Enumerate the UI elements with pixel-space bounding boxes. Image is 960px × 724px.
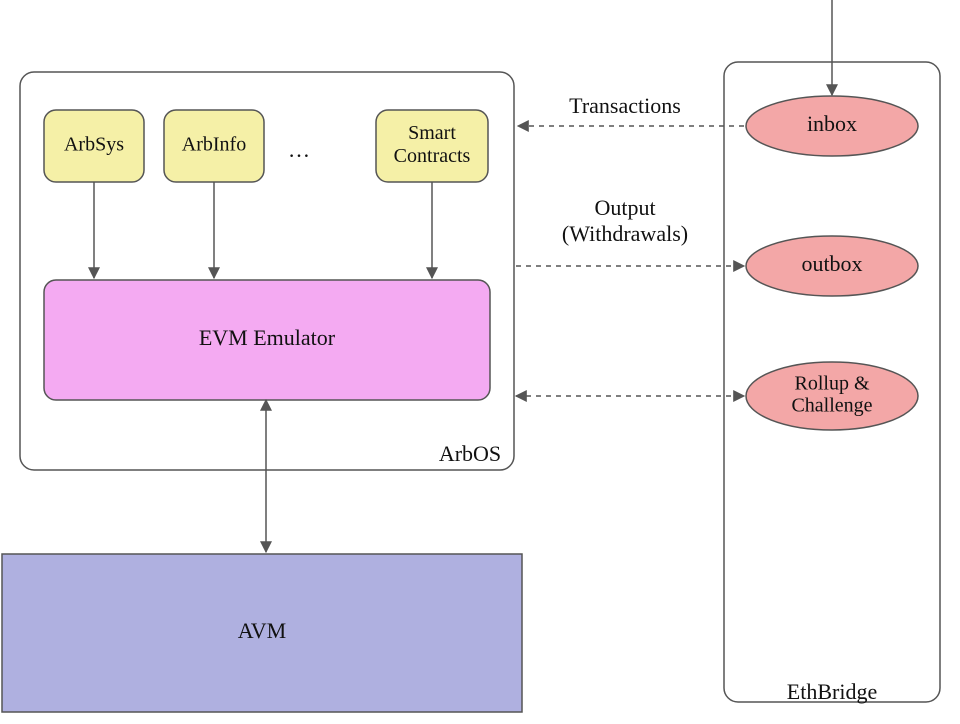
ellipsis-label: … — [288, 137, 310, 162]
label-ethbridge: EthBridge — [787, 679, 877, 704]
ellipse-outbox-label: outbox — [801, 251, 862, 276]
box-smart-contracts-label: Contracts — [394, 145, 471, 167]
ellipse-rollup-challenge-label: Rollup & — [794, 373, 869, 395]
box-smart-contracts-label: Smart — [408, 122, 456, 144]
edge-label-output-line2: (Withdrawals) — [562, 221, 688, 246]
edge-label-output-line1: Output — [594, 195, 655, 220]
box-avm-label: AVM — [238, 618, 287, 643]
box-arbsys-label: ArbSys — [64, 134, 124, 156]
edge-label-transactions: Transactions — [569, 93, 681, 118]
box-evm-emulator-label: EVM Emulator — [199, 325, 336, 350]
ellipse-inbox-label: inbox — [807, 111, 857, 136]
label-arbos: ArbOS — [439, 441, 501, 466]
ellipse-rollup-challenge-label: Challenge — [791, 395, 872, 417]
box-arbinfo-label: ArbInfo — [182, 134, 246, 156]
